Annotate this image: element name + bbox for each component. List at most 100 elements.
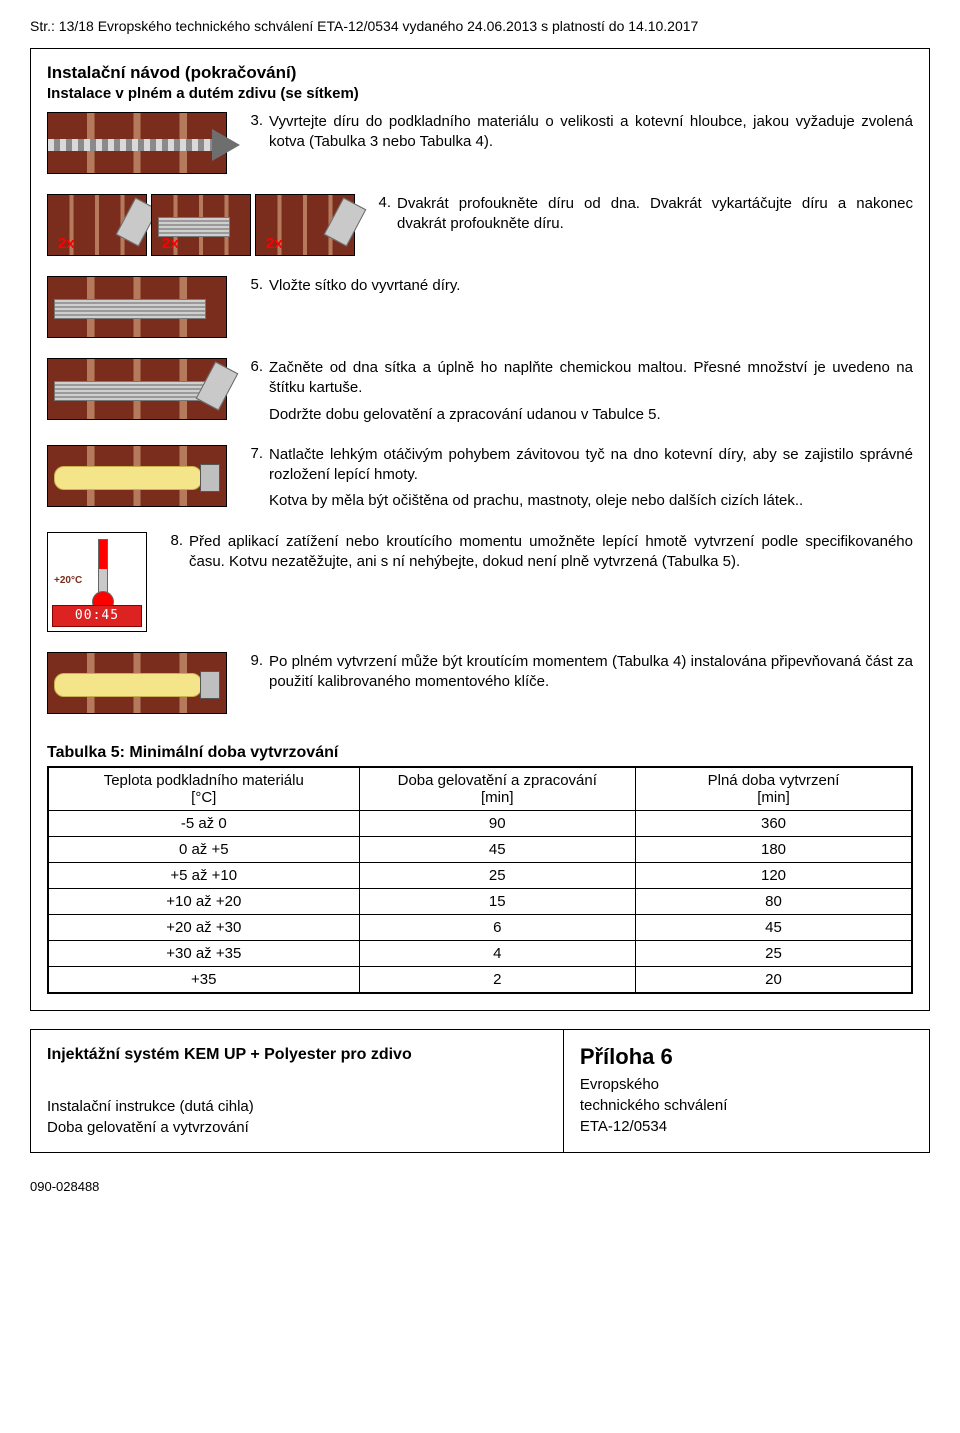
table-cell: 360 [636,810,913,836]
step-7: 7. Natlačte lehkým otáčivým pohybem závi… [47,445,913,512]
footer-right-title: Příloha 6 [580,1042,913,1073]
table-cell: 15 [359,888,635,914]
footer-left-title: Injektážní systém KEM UP + Polyester pro… [47,1044,547,1066]
table-row: 0 až +5 45 180 [48,836,912,862]
th2-line1: Doba gelovatění a zpracování [398,772,597,789]
step-8-text: Před aplikací zatížení nebo kroutícího m… [189,532,913,573]
table-row: +35 2 20 [48,966,912,993]
table-cell: 45 [359,836,635,862]
step-5-text: Vložte sítko do vyvrtané díry. [269,276,913,296]
thermo-timer: 00:45 [52,605,142,627]
table-cell: -5 až 0 [48,810,359,836]
table-cell: 0 až +5 [48,836,359,862]
step-5-images [47,276,227,338]
table-cell: 180 [636,836,913,862]
content-box: Instalační návod (pokračování) Instalace… [30,48,930,1011]
step-3-number: 3. [227,112,269,129]
step-7-text-p2: Kotva by měla být očištěna od prachu, ma… [269,491,913,511]
step-9-number: 9. [227,652,269,669]
step-6-text: Začněte od dna sítka a úplně ho naplňte … [269,358,913,425]
step-3-image [47,112,227,174]
doc-code: 090-028488 [30,1179,930,1194]
step-4-text: Dvakrát profoukněte díru od dna. Dvakrát… [397,194,913,235]
table-row: +5 až +10 25 120 [48,862,912,888]
footer-left: Injektážní systém KEM UP + Polyester pro… [31,1030,563,1152]
label-2x: 2x [266,235,283,252]
table-title: Tabulka 5: Minimální doba vytvrzování [47,744,913,762]
step-4: 2x 2x 2x 4. Dvakrát profoukněte díru od … [47,194,913,256]
footer-box: Injektážní systém KEM UP + Polyester pro… [30,1029,930,1153]
step-6-image [47,358,227,420]
table-cell: 120 [636,862,913,888]
table-row: +30 až +35 4 25 [48,940,912,966]
table-cell: +10 až +20 [48,888,359,914]
th3-line1: Plná doba vytvrzení [708,772,840,789]
step-9-images [47,652,227,714]
th2-line2: [min] [368,789,627,806]
footer-right-line2: technického schválení [580,1095,913,1116]
footer-left-line2: Doba gelovatění a vytvrzování [47,1117,547,1138]
step-4-image-b: 2x [151,194,251,256]
label-2x: 2x [58,235,75,252]
page-header: Str.: 13/18 Evropského technického schvá… [30,18,930,34]
step-6-text-p1: Začněte od dna sítka a úplně ho naplňte … [269,358,913,399]
table-cell: +5 až +10 [48,862,359,888]
step-6: 6. Začněte od dna sítka a úplně ho naplň… [47,358,913,425]
step-4-image-c: 2x [255,194,355,256]
step-3-text: Vyvrtejte díru do podkladního materiálu … [269,112,913,153]
table-cell: +35 [48,966,359,993]
section-subtitle: Instalace v plném a dutém zdivu (se sítk… [47,85,913,102]
step-9: 9. Po plném vytvrzení může být kroutícím… [47,652,913,714]
table-cell: 80 [636,888,913,914]
table-header-col3: Plná doba vytvrzení [min] [636,767,913,811]
table-header-col1: Teplota podkladního materiálu [°C] [48,767,359,811]
step-9-text: Po plném vytvrzení může být kroutícím mo… [269,652,913,693]
step-4-images: 2x 2x 2x [47,194,355,256]
step-6-images [47,358,227,420]
th1-line2: [°C] [57,789,351,806]
step-5-number: 5. [227,276,269,293]
table-cell: +30 až +35 [48,940,359,966]
table-row: -5 až 0 90 360 [48,810,912,836]
step-6-text-p2: Dodržte dobu gelovatění a zpracování uda… [269,405,913,425]
step-7-number: 7. [227,445,269,462]
table-cell: 25 [636,940,913,966]
step-7-images [47,445,227,507]
table-cell: 25 [359,862,635,888]
table-cell: 4 [359,940,635,966]
table-cell: 20 [636,966,913,993]
footer-right-line1: Evropského [580,1074,913,1095]
step-7-image [47,445,227,507]
table-cell: 6 [359,914,635,940]
table-body: -5 až 0 90 360 0 až +5 45 180 +5 až +10 … [48,810,912,993]
step-5: 5. Vložte sítko do vyvrtané díry. [47,276,913,338]
step-8-images: +20°C 00:45 [47,532,147,632]
page: Str.: 13/18 Evropského technického schvá… [0,0,960,1224]
table-row: +20 až +30 6 45 [48,914,912,940]
footer-right-line3: ETA-12/0534 [580,1116,913,1137]
step-3: 3. Vyvrtejte díru do podkladního materiá… [47,112,913,174]
step-8-image: +20°C 00:45 [47,532,147,632]
step-7-text: Natlačte lehkým otáčivým pohybem závitov… [269,445,913,512]
step-4-image-a: 2x [47,194,147,256]
th3-line2: [min] [644,789,903,806]
thermo-label: +20°C [54,575,82,586]
table-row: +10 až +20 15 80 [48,888,912,914]
table-cell: 90 [359,810,635,836]
table-cell: +20 až +30 [48,914,359,940]
footer-left-line1: Instalační instrukce (dutá cihla) [47,1096,547,1117]
table-header-row: Teplota podkladního materiálu [°C] Doba … [48,767,912,811]
step-8: +20°C 00:45 8. Před aplikací zatížení ne… [47,532,913,632]
section-title: Instalační návod (pokračování) [47,63,913,83]
label-2x: 2x [162,235,179,252]
step-5-image [47,276,227,338]
footer-right: Příloha 6 Evropského technického schvále… [563,1030,929,1152]
cure-table: Teplota podkladního materiálu [°C] Doba … [47,766,913,994]
table-header-col2: Doba gelovatění a zpracování [min] [359,767,635,811]
step-9-image [47,652,227,714]
th1-line1: Teplota podkladního materiálu [104,772,304,789]
table-cell: 2 [359,966,635,993]
step-8-number: 8. [147,532,189,549]
step-3-images [47,112,227,174]
table-cell: 45 [636,914,913,940]
